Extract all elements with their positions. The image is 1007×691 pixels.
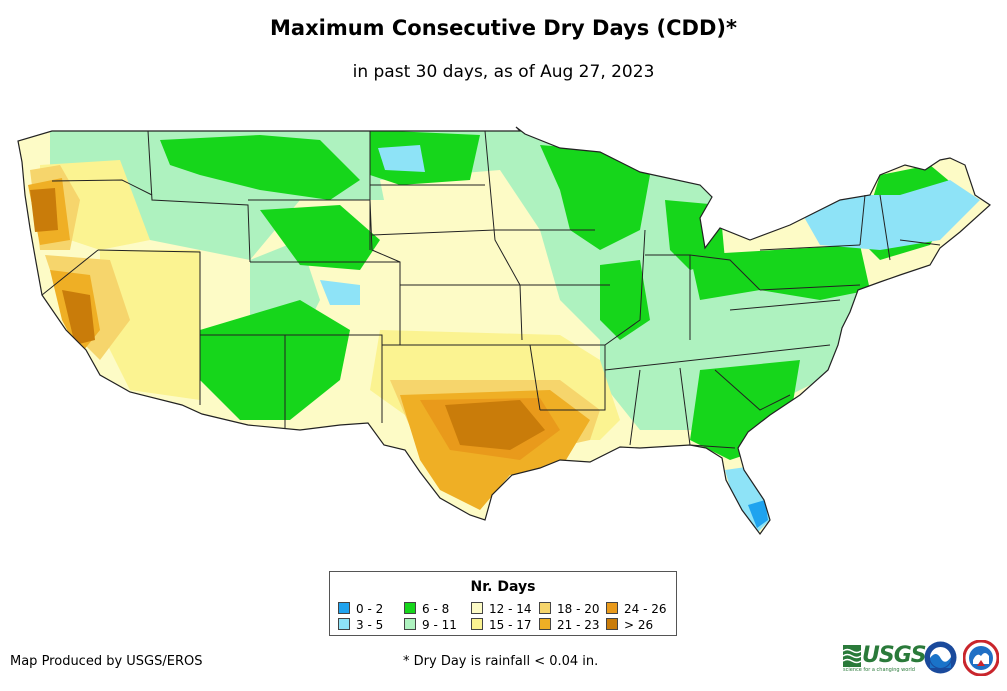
legend-item: 21 - 23: [539, 618, 600, 632]
legend-label: > 26: [624, 618, 654, 632]
legend-item: 18 - 20: [539, 602, 600, 616]
cdd-region-6-8-southeast: [690, 360, 800, 460]
legend-item: 9 - 11: [404, 618, 457, 632]
legend-label: 3 - 5: [356, 618, 384, 632]
cdd-region-6-8-north-dakota: [370, 130, 480, 185]
usgs-tagline: science for a changing world: [843, 667, 915, 673]
cdd-region-6-8-southwest: [200, 300, 350, 420]
cdd-region-3-5-north-dakota: [378, 145, 425, 172]
legend-swatch: [606, 602, 618, 614]
legend-label: 6 - 8: [422, 602, 450, 616]
cdd-region-6-8-wyoming: [260, 205, 380, 270]
legend-swatch: [404, 602, 416, 614]
cdd-region-6-8-minnesota: [540, 145, 650, 250]
dry-day-footnote: * Dry Day is rainfall < 0.04 in.: [403, 654, 599, 669]
state-borders: [41, 130, 941, 449]
cdd-region-gt-26-california: [62, 290, 95, 345]
cdd-region-0-2-florida: [748, 500, 768, 528]
legend-swatch: [404, 618, 416, 630]
cdd-region-15-17-nevada: [100, 250, 200, 400]
legend-item: 24 - 26: [606, 602, 667, 616]
legend-label: 12 - 14: [489, 602, 532, 616]
cdd-region-gt-26-oregon: [30, 188, 58, 232]
legend-item: 0 - 2: [338, 602, 384, 616]
legend-label: 18 - 20: [557, 602, 600, 616]
map-title: Maximum Consecutive Dry Days (CDD)*: [270, 16, 737, 40]
legend-swatch: [338, 618, 350, 630]
cdd-region-3-5-colorado: [320, 280, 360, 305]
usgs-logo[interactable]: USGS science for a changing world: [843, 643, 927, 673]
cdd-region-gt-26-texas: [445, 400, 545, 450]
legend-label: 24 - 26: [624, 602, 667, 616]
nws-logo-icon[interactable]: [963, 640, 999, 676]
legend-label: 9 - 11: [422, 618, 457, 632]
conus-cdd-map: [17, 126, 991, 535]
legend-swatch: [471, 618, 483, 630]
legend-label: 21 - 23: [557, 618, 600, 632]
noaa-logo-icon[interactable]: [924, 641, 957, 674]
legend-swatch: [539, 618, 551, 630]
cdd-region-9-11-east: [600, 280, 860, 430]
legend-swatch: [539, 602, 551, 614]
legend-label: 15 - 17: [489, 618, 532, 632]
usgs-wordmark: USGS: [862, 643, 927, 668]
map-subtitle: in past 30 days, as of Aug 27, 2023: [352, 62, 655, 82]
legend-swatch: [338, 602, 350, 614]
legend-title: Nr. Days: [470, 579, 536, 595]
map-credit: Map Produced by USGS/EROS: [10, 654, 203, 669]
legend-label: 0 - 2: [356, 602, 384, 616]
legend-item: > 26: [606, 618, 654, 632]
legend-swatch: [471, 602, 483, 614]
legend-item: 15 - 17: [471, 618, 532, 632]
legend-item: 12 - 14: [471, 602, 532, 616]
usgs-wave-icon: [843, 645, 861, 667]
legend-item: 6 - 8: [404, 602, 450, 616]
legend-swatch: [606, 618, 618, 630]
cdd-region-12-14-plains: [380, 170, 560, 340]
cdd-region-6-8-montana: [160, 135, 360, 200]
legend-item: 3 - 5: [338, 618, 384, 632]
legend: Nr. Days 0 - 2 3 - 5 6 - 8 9 - 11 12 - 1…: [329, 571, 677, 636]
cdd-regions: [28, 128, 980, 534]
cdd-region-6-8-illinois: [600, 260, 650, 340]
cdd-region-3-5-northeast: [800, 180, 980, 250]
